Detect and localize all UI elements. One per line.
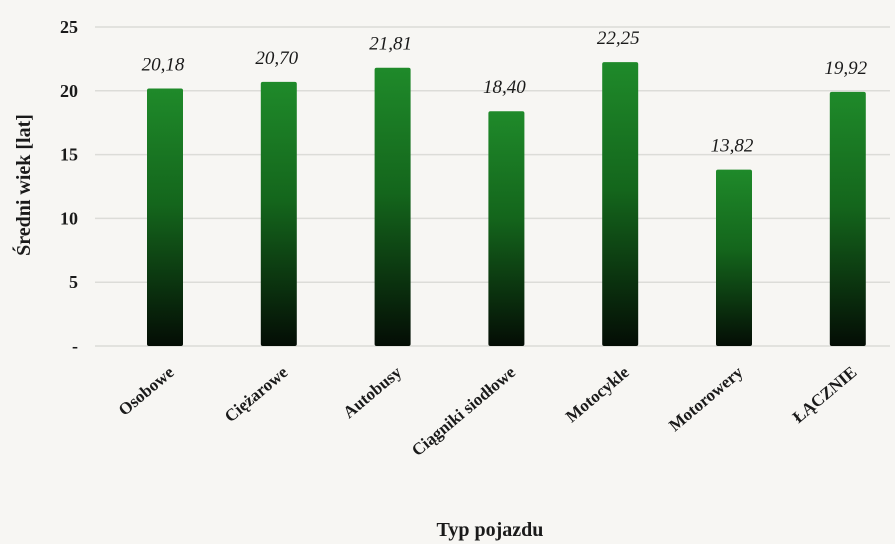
data-labels: 20,18 20,70 21,81 18,40 22,25 13,82 19,92 xyxy=(142,28,868,157)
data-label: 20,70 xyxy=(255,48,298,69)
y-axis-ticks: - 5 10 15 20 25 xyxy=(60,17,78,356)
y-tick-label: 25 xyxy=(60,17,78,37)
data-label: 13,82 xyxy=(711,136,754,157)
y-tick-label: 20 xyxy=(60,81,78,101)
data-label: 18,40 xyxy=(483,77,526,98)
bar xyxy=(260,81,297,347)
bar xyxy=(147,88,183,346)
x-tick-label: ŁĄCZNIE xyxy=(789,363,861,427)
bar xyxy=(716,169,752,346)
y-tick-label: - xyxy=(72,336,78,356)
data-label: 20,18 xyxy=(142,55,185,76)
y-tick-label: 5 xyxy=(69,272,78,292)
x-tick-label: Osobowe xyxy=(115,362,178,419)
y-axis-title: Średni wiek [lat] xyxy=(11,114,35,256)
data-label: 22,25 xyxy=(597,28,640,49)
x-tick-label: Autobusy xyxy=(339,362,405,422)
x-axis-ticks: Osobowe Ciężarowe Autobusy Ciągniki siodłow… xyxy=(115,362,861,460)
bar xyxy=(829,91,866,346)
bar xyxy=(488,111,525,346)
y-tick-label: 10 xyxy=(60,208,78,228)
x-tick-label: Ciągniki siodłowe xyxy=(408,362,519,460)
x-tick-label: Motorowery xyxy=(665,362,747,435)
bar xyxy=(374,67,411,346)
bars xyxy=(147,62,866,347)
data-label: 19,92 xyxy=(824,58,867,79)
data-label: 21,81 xyxy=(369,34,412,55)
y-tick-label: 15 xyxy=(60,145,78,165)
x-tick-label: Motocykle xyxy=(562,362,633,426)
x-tick-label: Ciężarowe xyxy=(221,362,292,426)
x-axis-title: Typ pojazdu xyxy=(437,519,544,541)
bar xyxy=(602,62,639,347)
